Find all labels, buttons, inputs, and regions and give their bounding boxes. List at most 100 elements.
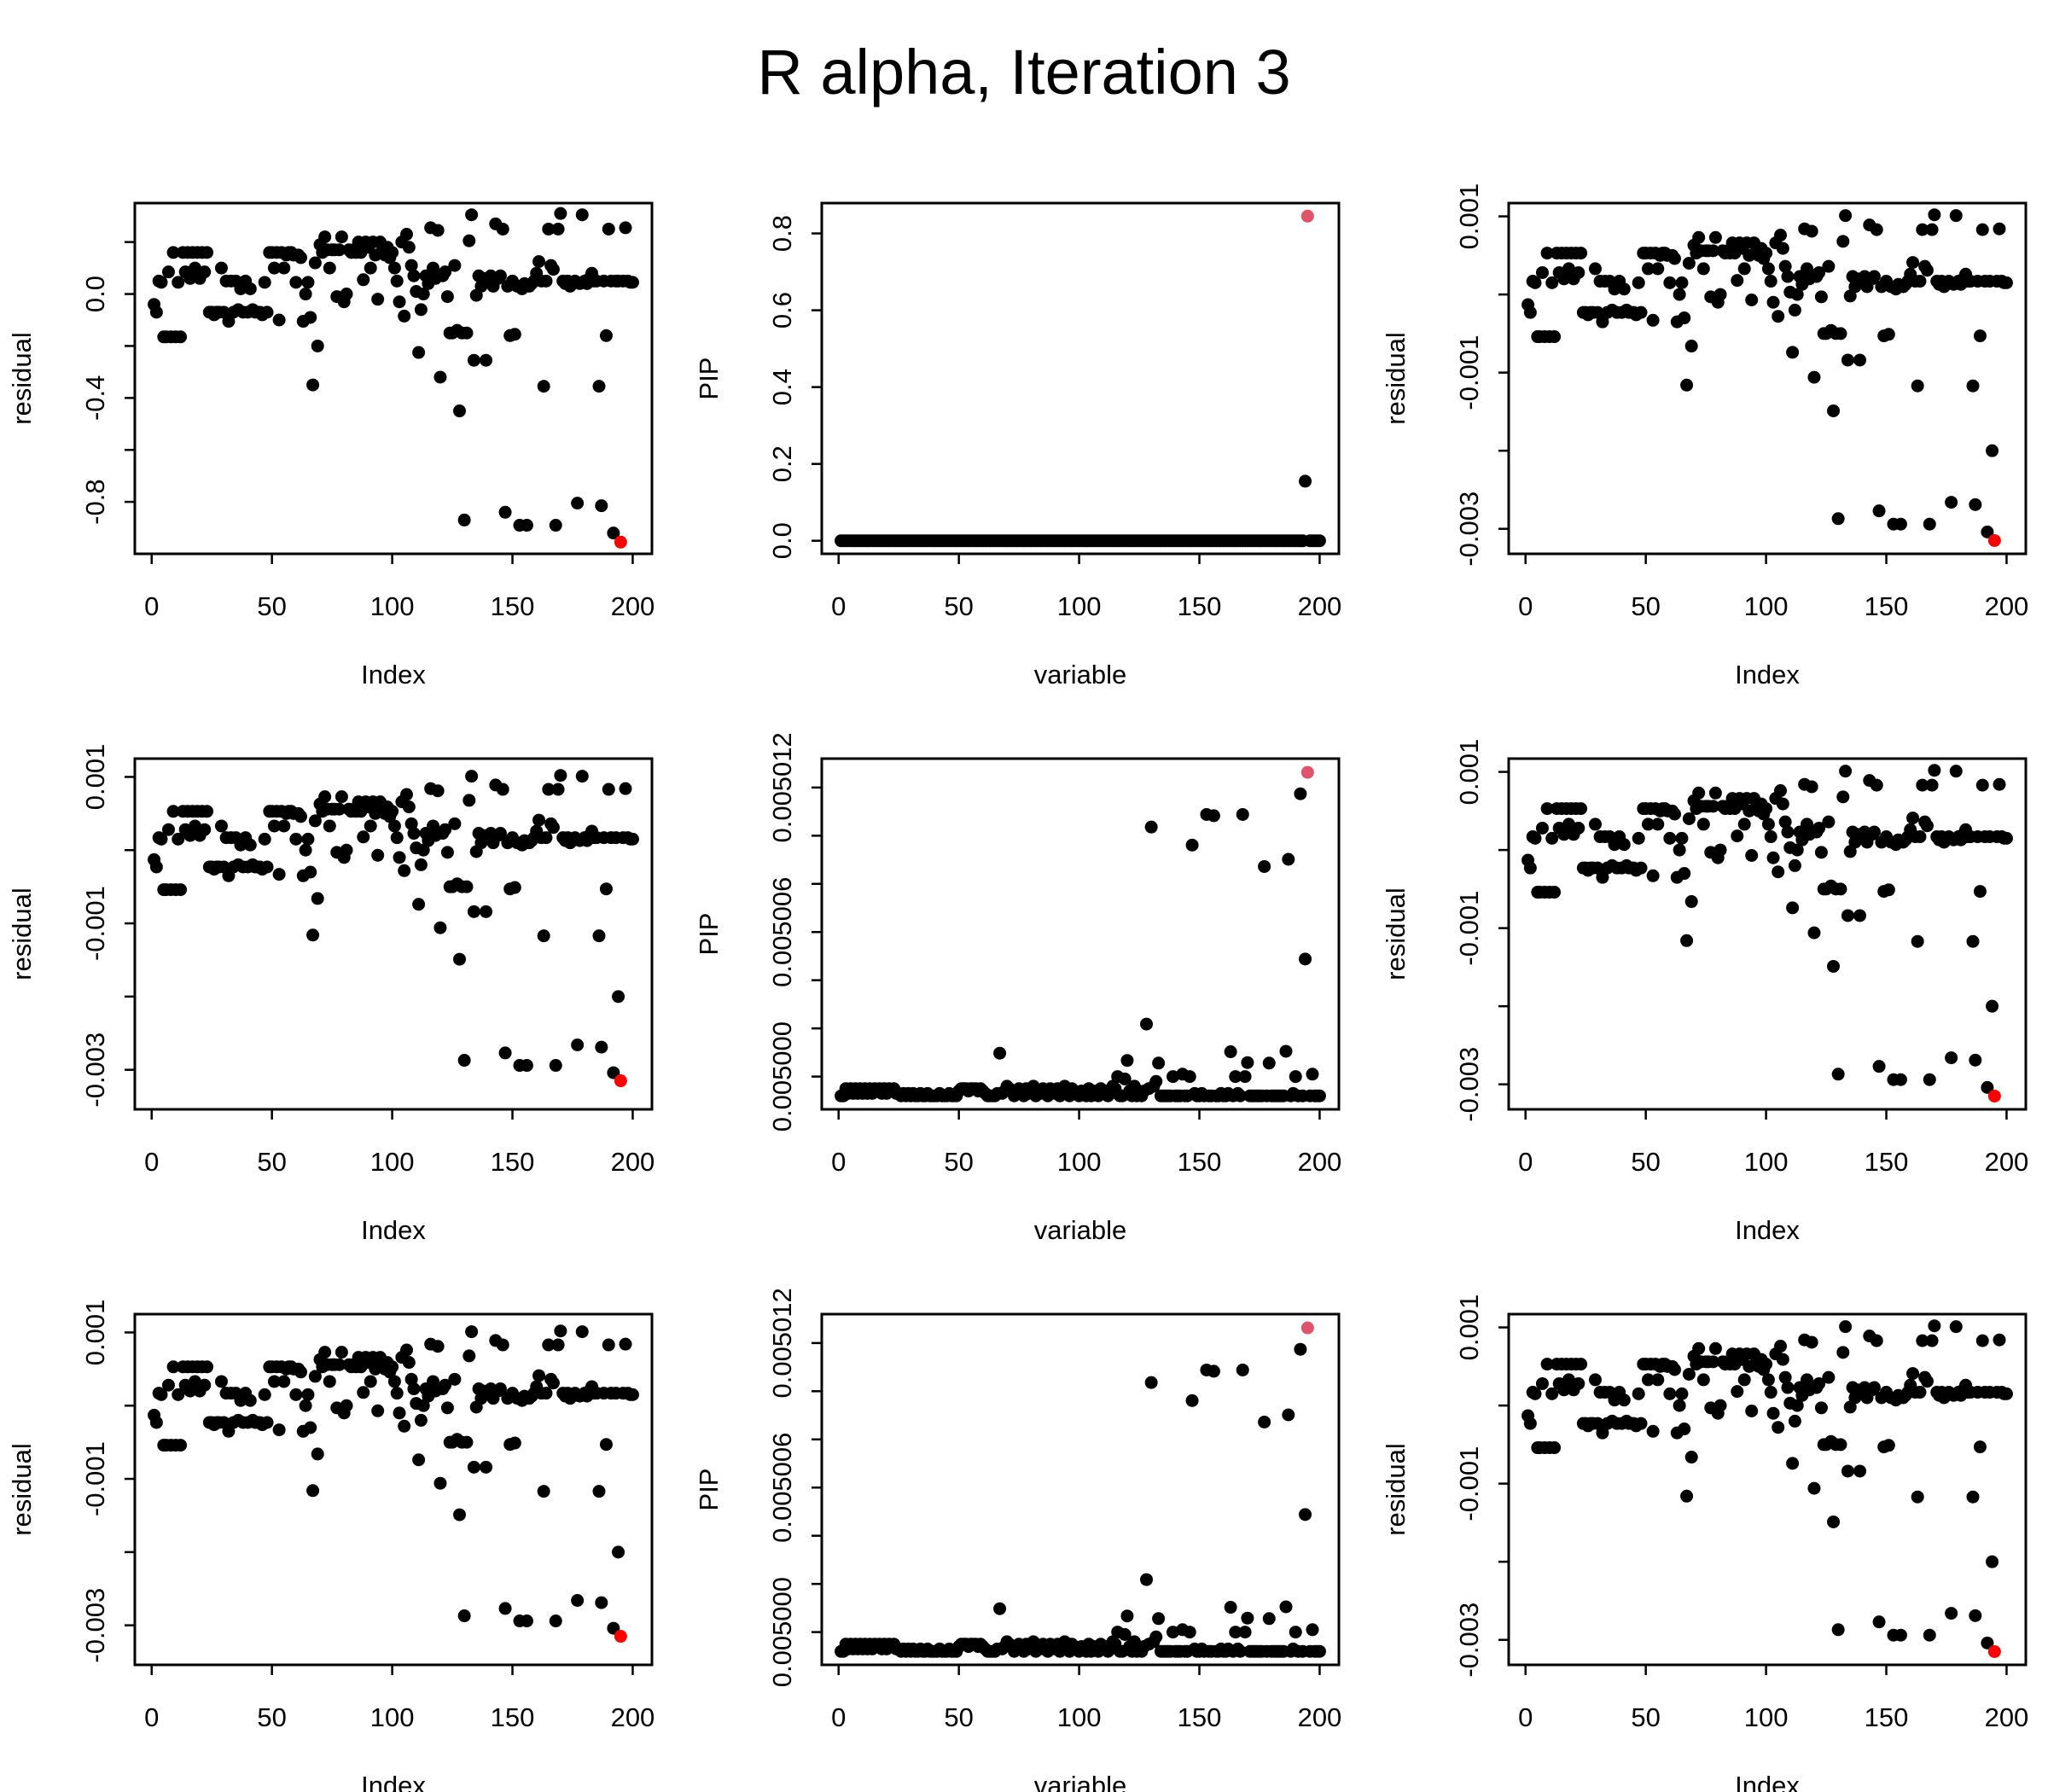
data-point [364, 819, 377, 833]
data-point [1713, 288, 1727, 301]
data-point [539, 831, 553, 845]
highlighted-point [1300, 209, 1314, 223]
x-tick-label: 200 [611, 1147, 655, 1177]
data-point [1786, 1457, 1800, 1470]
data-point [1731, 274, 1744, 288]
x-tick-label: 50 [257, 591, 286, 621]
data-point [243, 282, 257, 295]
data-point [166, 246, 180, 259]
x-tick-label: 0 [144, 591, 159, 621]
data-point [400, 1343, 414, 1357]
data-point [602, 222, 615, 236]
data-point [1834, 1438, 1847, 1452]
data-point [1545, 276, 1559, 289]
data-point [1841, 909, 1854, 922]
data-point [1745, 1405, 1759, 1418]
y-tick-label: 0.4 [767, 369, 797, 405]
data-point [1523, 861, 1537, 875]
data-point [258, 832, 271, 846]
data-point [592, 1485, 606, 1498]
data-point [1760, 1358, 1773, 1371]
data-point [1822, 259, 1836, 273]
data-point [1911, 1490, 1924, 1504]
data-point [1680, 1489, 1694, 1503]
data-point [453, 404, 467, 418]
data-point [333, 243, 346, 257]
y-tick-label: 0.005000 [767, 1577, 797, 1687]
data-point [453, 952, 467, 966]
data-point [1692, 1341, 1706, 1355]
data-point [1663, 831, 1677, 845]
data-point [1836, 790, 1850, 804]
data-point [1788, 858, 1801, 872]
data-point [1975, 778, 1989, 792]
data-point [400, 788, 414, 801]
data-point [198, 265, 212, 279]
data-point [1238, 1626, 1252, 1639]
data-point [1675, 276, 1689, 289]
data-point [304, 311, 317, 324]
data-point [1920, 1375, 1934, 1388]
data-point [1993, 777, 2006, 791]
data-point [1814, 1401, 1828, 1415]
data-point [1764, 1386, 1777, 1399]
data-point [1708, 230, 1722, 244]
data-point [508, 1436, 521, 1450]
data-point [493, 1382, 507, 1396]
data-point [1766, 851, 1780, 864]
y-tick-label: 0.005000 [767, 1021, 797, 1132]
data-point [386, 805, 399, 818]
data-point [1289, 1070, 1302, 1084]
data-point [416, 843, 430, 857]
data-point [508, 881, 521, 894]
data-point [439, 265, 452, 279]
data-point [1673, 1399, 1686, 1412]
data-point [308, 1370, 322, 1383]
data-point [1906, 1367, 1920, 1381]
data-point [398, 864, 411, 877]
data-point [299, 288, 312, 301]
data-point [480, 353, 493, 367]
data-point [1646, 869, 1660, 882]
data-point [1238, 1070, 1252, 1084]
data-point [457, 1054, 471, 1068]
y-tick-label: 0.001 [80, 744, 110, 811]
data-point [371, 1404, 385, 1417]
data-point [1185, 1393, 1199, 1407]
data-point [1289, 1626, 1302, 1639]
data-point [357, 1386, 370, 1399]
data-point [1118, 1072, 1132, 1085]
data-point [1827, 1515, 1841, 1528]
data-point [258, 1388, 271, 1401]
data-point [188, 261, 201, 275]
x-tick-label: 50 [1631, 1147, 1660, 1177]
data-point [1906, 256, 1920, 270]
data-point [340, 843, 353, 857]
data-point [1913, 1386, 1927, 1399]
data-point [520, 1615, 533, 1628]
data-point [323, 261, 336, 275]
plot-frame [820, 1312, 1341, 1667]
data-point [554, 1324, 567, 1338]
data-point [1766, 1406, 1780, 1420]
x-axis-label: Index [361, 1771, 426, 1792]
data-point [1632, 276, 1645, 289]
data-point [457, 1609, 471, 1623]
data-point [306, 1484, 320, 1498]
y-tick-label: 0.2 [767, 445, 797, 482]
data-point [612, 1545, 625, 1559]
y-tick-label: 0.001 [1454, 739, 1484, 806]
data-point [1923, 1628, 1936, 1642]
data-point [1632, 1387, 1645, 1400]
data-point [1894, 1073, 1907, 1086]
data-point [1760, 247, 1773, 260]
data-point [1535, 265, 1549, 279]
data-point [333, 1358, 346, 1371]
data-point [1911, 379, 1924, 393]
x-tick-label: 200 [1298, 591, 1342, 621]
data-point [537, 929, 550, 943]
data-point [174, 1439, 188, 1452]
data-point [493, 269, 507, 282]
data-point [431, 1340, 445, 1353]
